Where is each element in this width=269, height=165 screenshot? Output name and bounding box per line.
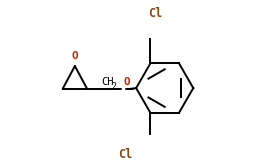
Text: Cl: Cl — [148, 7, 162, 20]
Text: O: O — [124, 77, 130, 87]
Text: Cl: Cl — [118, 148, 133, 161]
Text: O: O — [71, 51, 78, 61]
Text: CH: CH — [101, 77, 114, 87]
Text: 2: 2 — [112, 82, 117, 91]
